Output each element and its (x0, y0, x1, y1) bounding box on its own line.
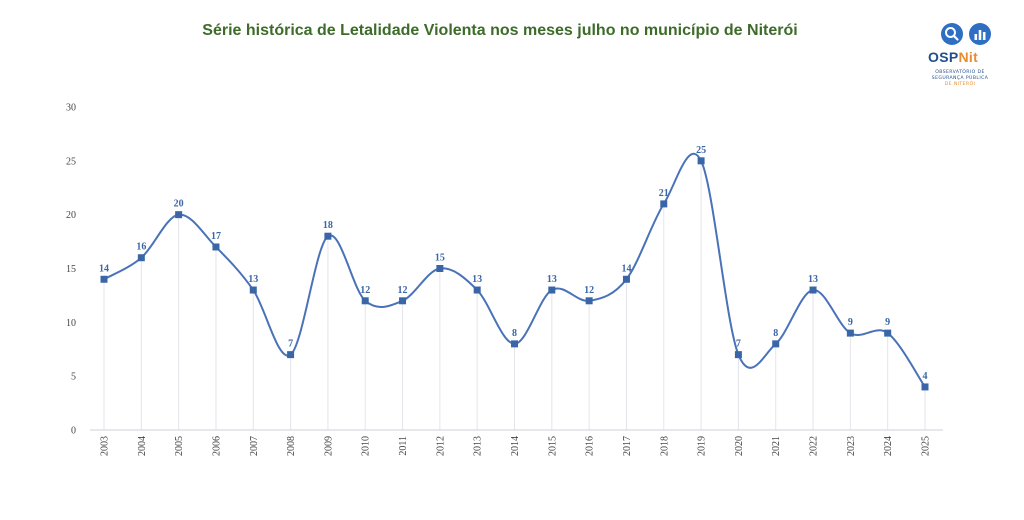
data-label: 7 (288, 339, 293, 350)
x-tick-label: 2018 (659, 436, 670, 456)
x-tick-label: 2010 (361, 436, 372, 456)
data-point-marker (622, 275, 630, 283)
y-tick-label: 30 (66, 103, 76, 114)
data-label: 8 (512, 328, 517, 339)
logo-brand-part2: Nit (958, 49, 979, 65)
logo-subtitle-line3: DE NITERÓI (944, 82, 976, 87)
data-point-marker (287, 351, 295, 359)
data-label: 14 (99, 263, 109, 274)
search-icon (941, 23, 963, 45)
data-label: 4 (923, 371, 928, 382)
data-label: 17 (211, 231, 221, 242)
data-label: 18 (323, 220, 333, 231)
data-label: 13 (472, 274, 482, 285)
x-tick-label: 2006 (211, 436, 222, 456)
data-label: 16 (136, 242, 146, 253)
bar-chart-icon (969, 23, 991, 45)
x-tick-label: 2014 (510, 436, 521, 456)
y-tick-label: 10 (66, 318, 76, 329)
data-label: 21 (659, 188, 669, 199)
data-point-marker (511, 340, 518, 348)
data-point-marker (884, 329, 892, 337)
data-label: 12 (584, 285, 594, 296)
data-label: 14 (621, 263, 631, 274)
data-label: 13 (547, 274, 557, 285)
data-point-marker (324, 232, 332, 240)
data-label: 8 (773, 328, 778, 339)
data-point-marker (846, 329, 854, 337)
x-tick-label: 2007 (249, 436, 260, 456)
data-point-marker (212, 243, 220, 251)
x-tick-label: 2019 (697, 436, 708, 456)
data-point-marker (473, 286, 481, 294)
data-label: 12 (398, 285, 408, 296)
x-tick-label: 2015 (547, 436, 558, 456)
x-tick-label: 2008 (286, 436, 297, 456)
data-point-marker (585, 297, 593, 305)
data-point-marker (361, 297, 369, 305)
grid-layer (103, 160, 926, 430)
chart-title: Série histórica de Letalidade Violenta n… (202, 22, 798, 39)
y-tick-label: 5 (71, 372, 76, 383)
y-tick-label: 15 (66, 264, 76, 275)
data-point-marker (697, 157, 705, 165)
x-tick-label: 2005 (174, 436, 185, 456)
logo-brand: OSPNit (928, 49, 978, 65)
data-point-marker (734, 351, 742, 359)
x-tick-label: 2024 (883, 436, 894, 456)
data-point-marker (809, 286, 817, 294)
data-label: 9 (848, 317, 853, 328)
x-tick-label: 2020 (734, 436, 745, 456)
data-label: 20 (174, 199, 184, 210)
data-point-marker (436, 265, 444, 272)
logo-subtitle-line2: SEGURANÇA PÚBLICA (931, 76, 989, 81)
data-point-marker (137, 254, 145, 262)
y-tick-label: 0 (71, 426, 76, 437)
x-tick-label: 2012 (435, 436, 446, 456)
x-tick-label: 2025 (921, 436, 932, 456)
data-label: 25 (696, 145, 706, 156)
x-tick-label: 2003 (100, 436, 111, 456)
logo-icons (941, 23, 991, 45)
data-point-marker (399, 297, 407, 305)
data-label: 13 (808, 274, 818, 285)
x-tick-label: 2011 (398, 436, 409, 456)
logo-subtitle-line1: OBSERVATÓRIO DE (935, 70, 985, 75)
marker-layer (100, 157, 929, 391)
label-layer: 14 16 20 17 13 7 18 12 12 15 13 8 13 12 14 21 25 7 8 13 9 9 4 (99, 145, 928, 382)
x-tick-label: 2017 (622, 436, 633, 456)
logo-brand-part1: OSP (928, 49, 959, 65)
data-point-marker (660, 200, 668, 208)
data-label: 13 (248, 274, 258, 285)
data-label: 9 (885, 317, 890, 328)
x-tick-label: 2023 (846, 436, 857, 456)
ospnit-logo: OSPNit OBSERVATÓRIO DE SEGURANÇA PÚBLICA… (920, 22, 1000, 92)
y-tick-label: 25 (66, 156, 76, 167)
data-label: 15 (435, 253, 445, 264)
x-tick-label: 2022 (809, 436, 820, 456)
data-label: 7 (736, 339, 741, 350)
data-point-marker (100, 275, 108, 283)
x-tick-label: 2009 (323, 436, 334, 456)
data-point-marker (548, 286, 556, 294)
x-tick-label: 2021 (771, 436, 782, 456)
data-point-marker (921, 383, 929, 391)
x-tick-label: 2016 (585, 436, 596, 456)
data-point-marker (175, 211, 183, 219)
data-point-marker (249, 286, 257, 294)
x-tick-label: 2004 (137, 436, 148, 456)
data-point-marker (772, 340, 780, 348)
data-label: 12 (360, 285, 370, 296)
y-tick-label: 20 (66, 210, 76, 221)
x-tick-label: 2013 (473, 436, 484, 456)
